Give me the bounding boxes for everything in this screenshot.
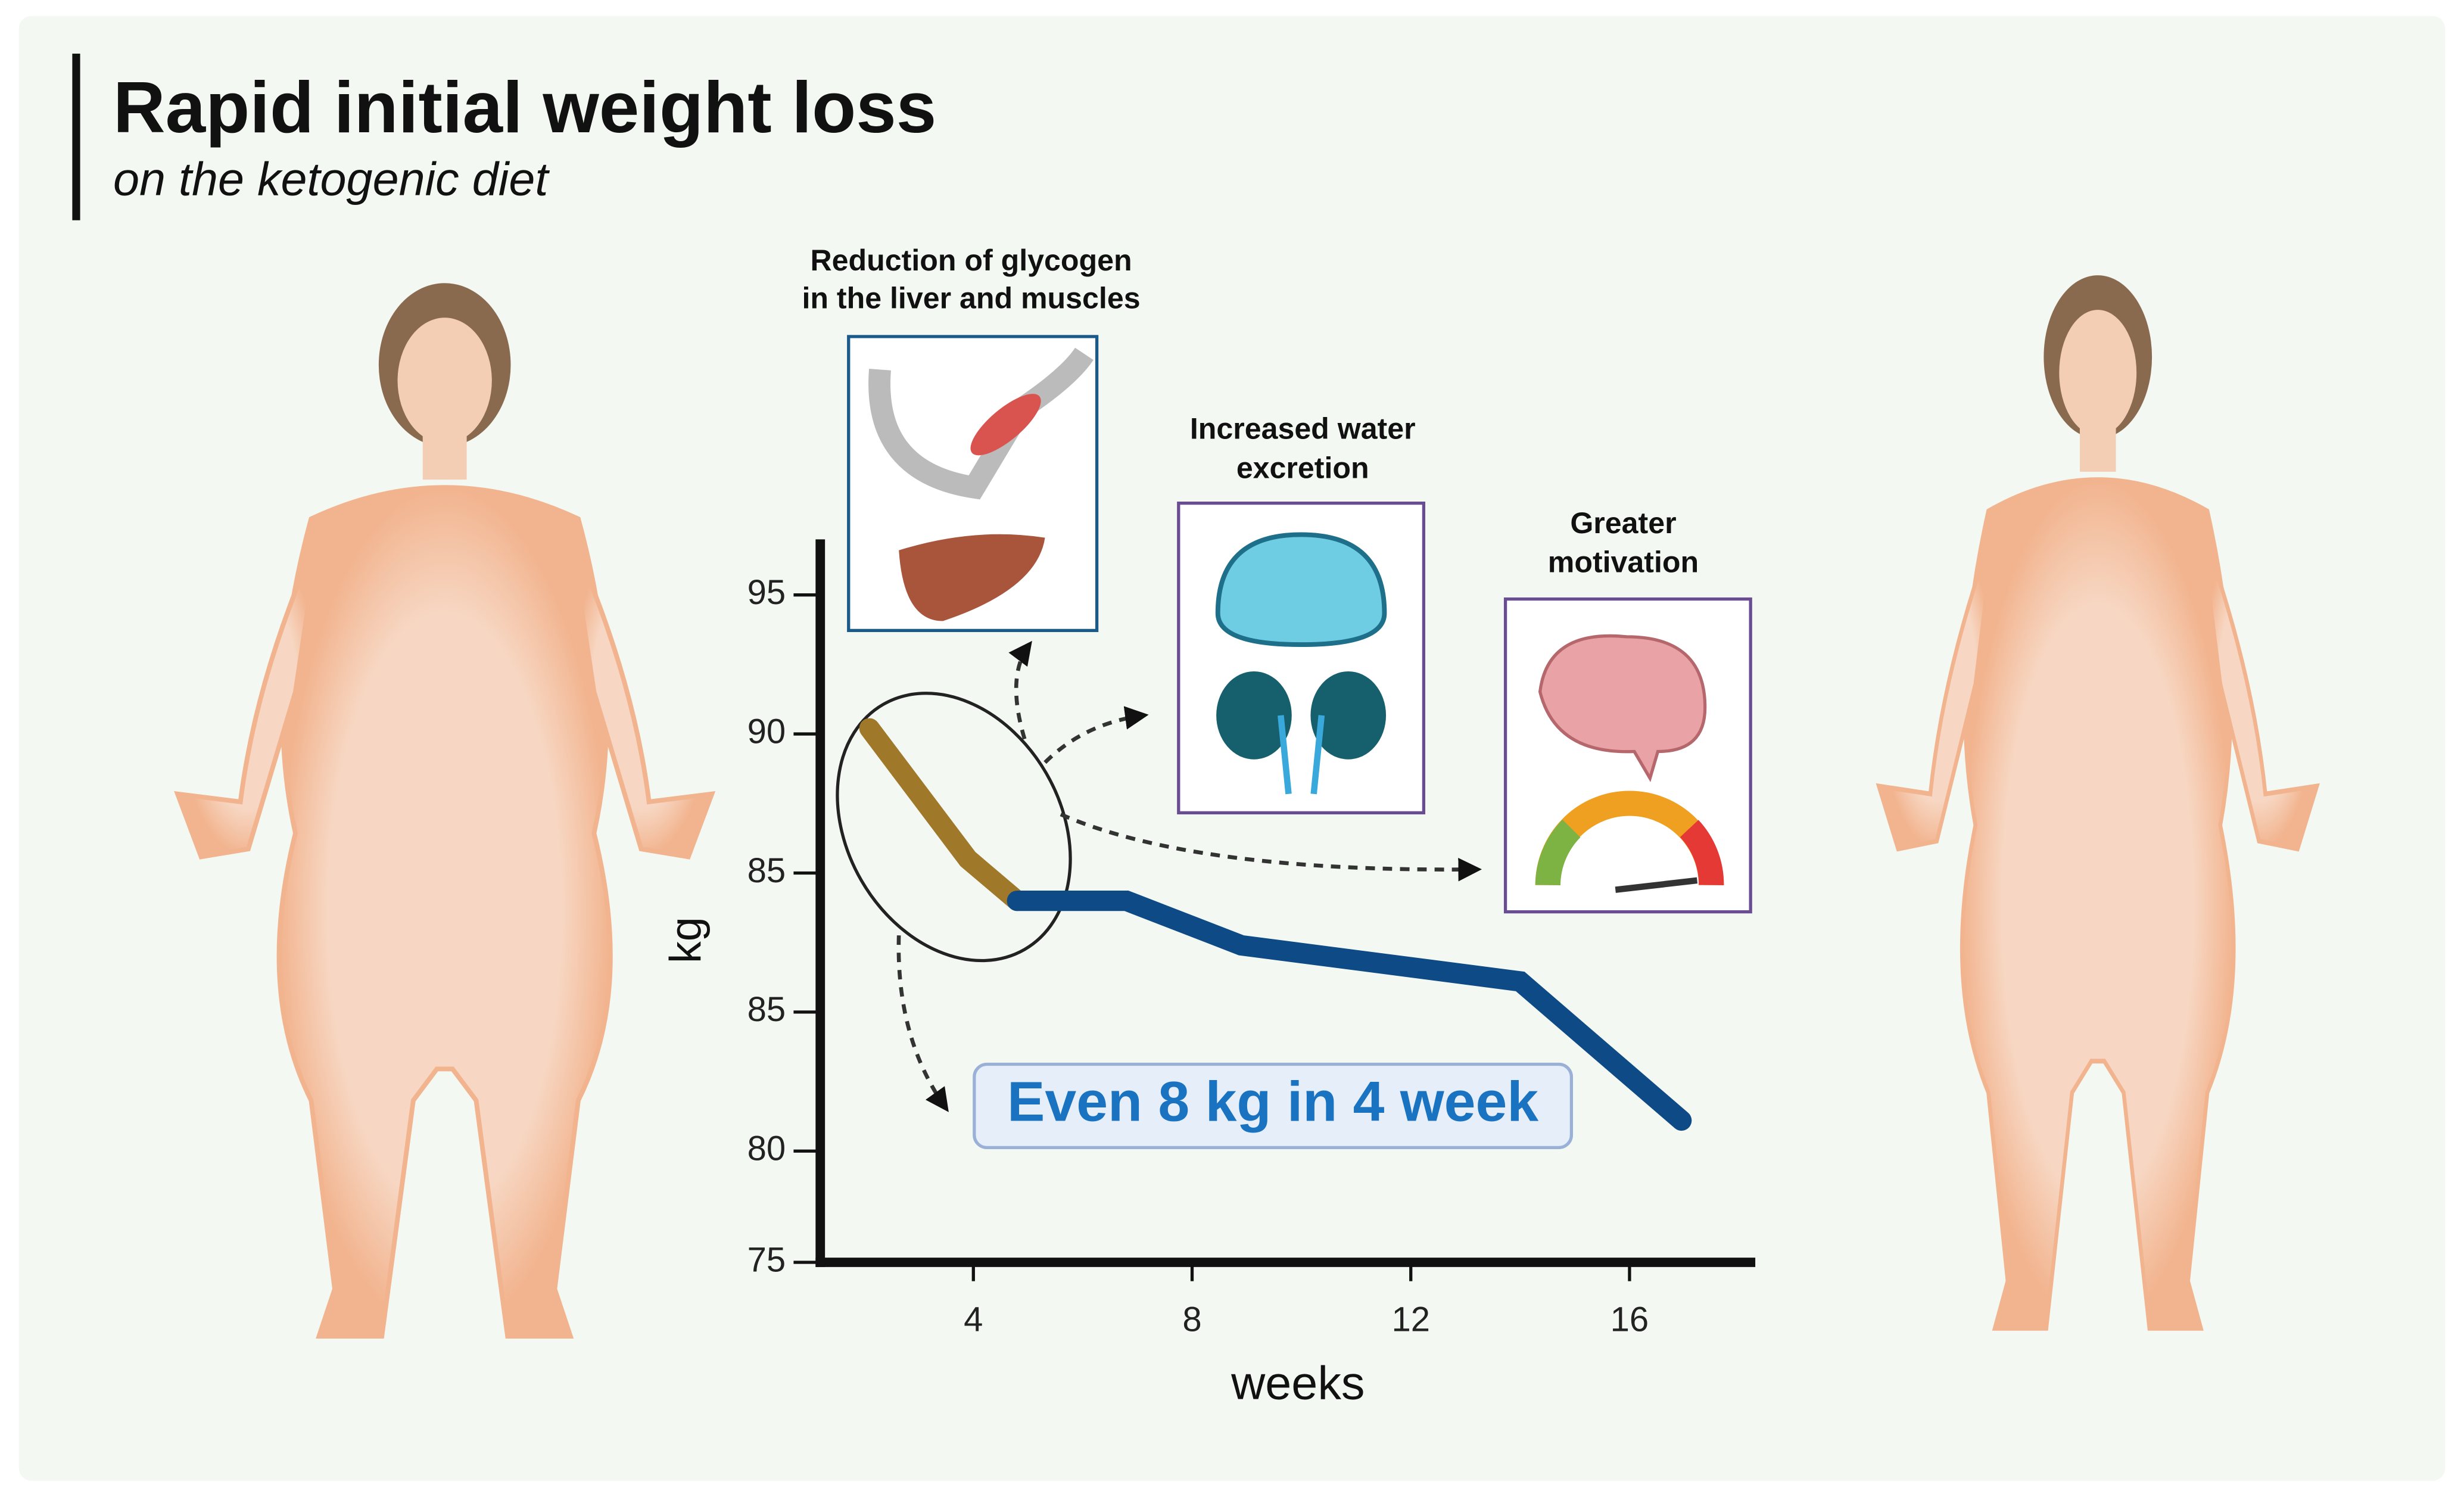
y-tick-label: 90 <box>747 712 786 751</box>
arrow <box>1060 813 1482 882</box>
callout-text: Even 8 kg in 4 week <box>1007 1071 1538 1134</box>
highlight-ellipse <box>836 692 1072 963</box>
x-tick-label: 4 <box>964 1300 983 1339</box>
arrow <box>1008 640 1032 740</box>
x-tick-label: 12 <box>1391 1300 1430 1339</box>
arrow <box>896 935 949 1112</box>
gauge-green <box>1535 819 1581 886</box>
brain-icon <box>1538 634 1707 782</box>
ureter-icon <box>1278 715 1325 795</box>
y-tick-label: 80 <box>747 1129 786 1168</box>
x-tick-label: 8 <box>1182 1300 1201 1339</box>
y-tick-label: 95 <box>747 573 786 612</box>
arrow <box>1043 706 1149 764</box>
motivation-label: Greater motivation <box>1548 506 1699 579</box>
x-axis-label: weeks <box>1231 1356 1365 1409</box>
chart-title: Rapid initial weight loss <box>113 67 936 148</box>
weight-line <box>859 718 1027 911</box>
gauge-red <box>1680 820 1724 886</box>
arm-icon <box>868 347 1094 500</box>
chart-subtitle: on the ketogenic diet <box>113 153 550 206</box>
callout-box <box>973 1062 1574 1150</box>
glycogen-label: Reduction of glycogen in the liver and mu… <box>802 244 1140 315</box>
y-tick-label: 85 <box>747 990 786 1029</box>
weight-line <box>1007 890 1692 1131</box>
muscle-icon <box>970 394 1041 456</box>
kidney-icon <box>1310 671 1387 760</box>
x-tick-label: 16 <box>1611 1300 1649 1339</box>
gauge-needle <box>1615 877 1698 893</box>
y-tick-label: 85 <box>747 851 786 890</box>
liver-icon <box>899 534 1045 621</box>
plot: 95 90 85 85 80 75 4 8 12 16 <box>747 573 1692 1339</box>
water-label: Increased water excretion <box>1190 412 1416 484</box>
bladder-icon <box>1215 532 1387 648</box>
kidney-icon <box>1216 671 1292 760</box>
y-axis-label: kg <box>661 917 711 963</box>
title-bar <box>72 54 80 220</box>
y-tick-label: 75 <box>747 1240 786 1279</box>
